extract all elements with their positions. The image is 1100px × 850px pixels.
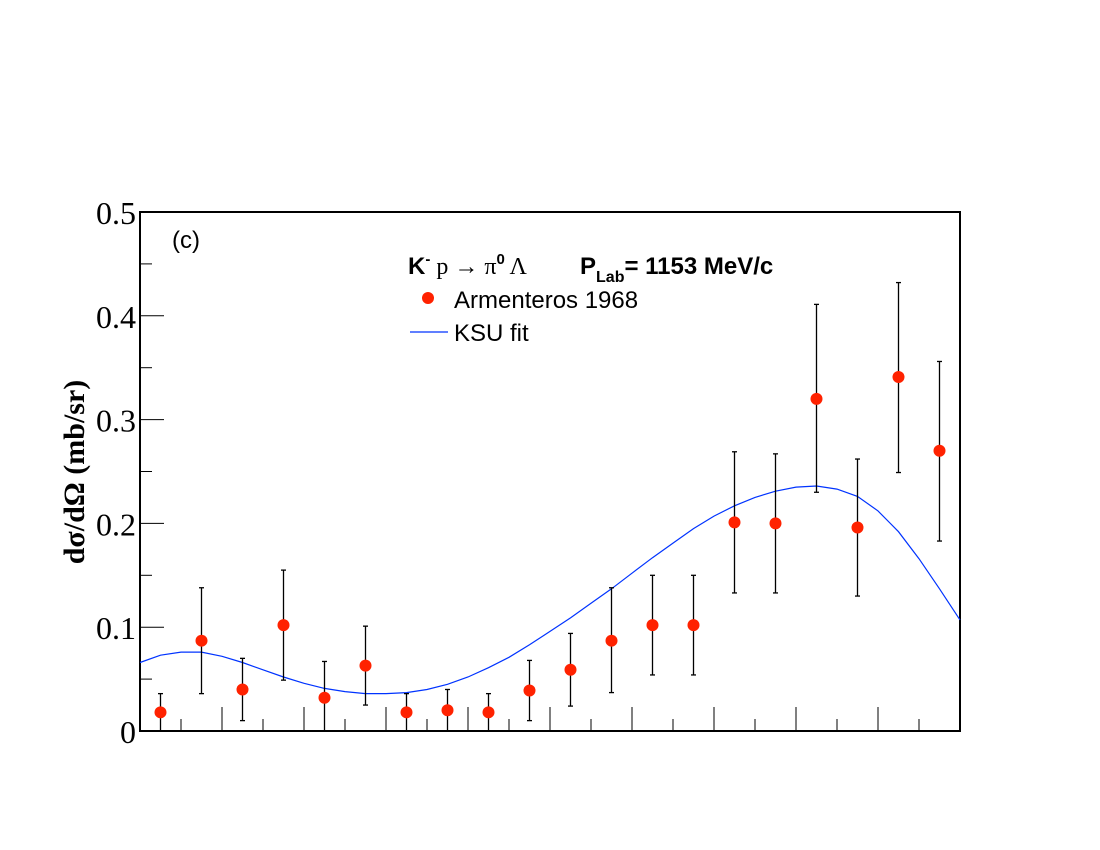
data-point-group bbox=[400, 692, 413, 732]
reaction-k-sup: - bbox=[425, 251, 430, 268]
axes: 0 0.1 0.2 0.3 0.4 0.5 bbox=[96, 195, 961, 750]
data-point-group bbox=[646, 574, 659, 676]
data-point bbox=[523, 684, 536, 697]
data-point bbox=[564, 663, 577, 676]
reaction-lambda: Λ bbox=[505, 254, 528, 280]
data-point-group bbox=[892, 281, 905, 474]
data-point-group bbox=[195, 587, 208, 695]
fit-curve-layer bbox=[139, 485, 961, 695]
legend-marker-data bbox=[422, 292, 434, 304]
data-point bbox=[892, 371, 905, 384]
data-point bbox=[605, 634, 618, 647]
data-point-group bbox=[236, 657, 249, 722]
data-point-group bbox=[523, 659, 536, 722]
legend-entry-data: Armenteros 1968 bbox=[454, 287, 638, 314]
data-point-group bbox=[482, 692, 495, 732]
plab-label: PLab= 1153 MeV/c bbox=[580, 253, 773, 286]
data-point bbox=[810, 392, 823, 405]
data-point bbox=[728, 516, 741, 529]
y-tick-label: 0.3 bbox=[96, 403, 136, 439]
y-tick-label: 0 bbox=[120, 714, 136, 750]
y-tick-label: 0.1 bbox=[96, 610, 136, 646]
data-point bbox=[851, 521, 864, 534]
data-point bbox=[769, 517, 782, 530]
data-point bbox=[359, 659, 372, 672]
y-tick-label: 0.2 bbox=[96, 506, 136, 542]
data-point-group bbox=[851, 458, 864, 597]
data-point bbox=[646, 619, 659, 632]
data-point bbox=[154, 706, 167, 719]
data-point-group bbox=[933, 360, 946, 542]
data-points-layer bbox=[154, 281, 946, 732]
reaction-pi-sup: 0 bbox=[496, 251, 504, 268]
data-point-group bbox=[318, 660, 331, 732]
data-point-group bbox=[441, 688, 454, 732]
panel-label: (c) bbox=[172, 227, 200, 254]
data-point-group bbox=[810, 303, 823, 493]
reaction-p-arrow-pi: p → π bbox=[430, 254, 496, 280]
data-point bbox=[277, 619, 290, 632]
fit-curve bbox=[139, 485, 961, 695]
data-point bbox=[687, 619, 700, 632]
data-point bbox=[482, 706, 495, 719]
data-point-group bbox=[154, 692, 167, 732]
data-point bbox=[400, 706, 413, 719]
data-point-group bbox=[605, 587, 618, 694]
data-point-group bbox=[687, 574, 700, 676]
data-point-group bbox=[564, 632, 577, 707]
reaction-label: K- p → π0 Λ bbox=[408, 251, 527, 280]
data-point bbox=[441, 704, 454, 717]
plab-sub: Lab bbox=[596, 269, 625, 286]
legend: Armenteros 1968 KSU fit bbox=[410, 287, 638, 347]
data-point bbox=[195, 634, 208, 647]
data-point-group bbox=[728, 451, 741, 594]
y-tick-label: 0.4 bbox=[96, 299, 136, 335]
data-point-group bbox=[359, 625, 372, 706]
reaction-k: K bbox=[408, 253, 426, 280]
plab-value: = 1153 MeV/c bbox=[624, 253, 773, 280]
plab-p: P bbox=[580, 253, 596, 280]
legend-entry-fit: KSU fit bbox=[454, 320, 529, 347]
y-tick-label: 0.5 bbox=[96, 195, 136, 231]
data-point bbox=[933, 444, 946, 457]
data-point-group bbox=[277, 569, 290, 681]
data-point bbox=[318, 691, 331, 704]
data-point-group bbox=[769, 453, 782, 594]
data-point bbox=[236, 683, 249, 696]
y-axis-label: dσ/dΩ (mb/sr) bbox=[58, 380, 91, 565]
